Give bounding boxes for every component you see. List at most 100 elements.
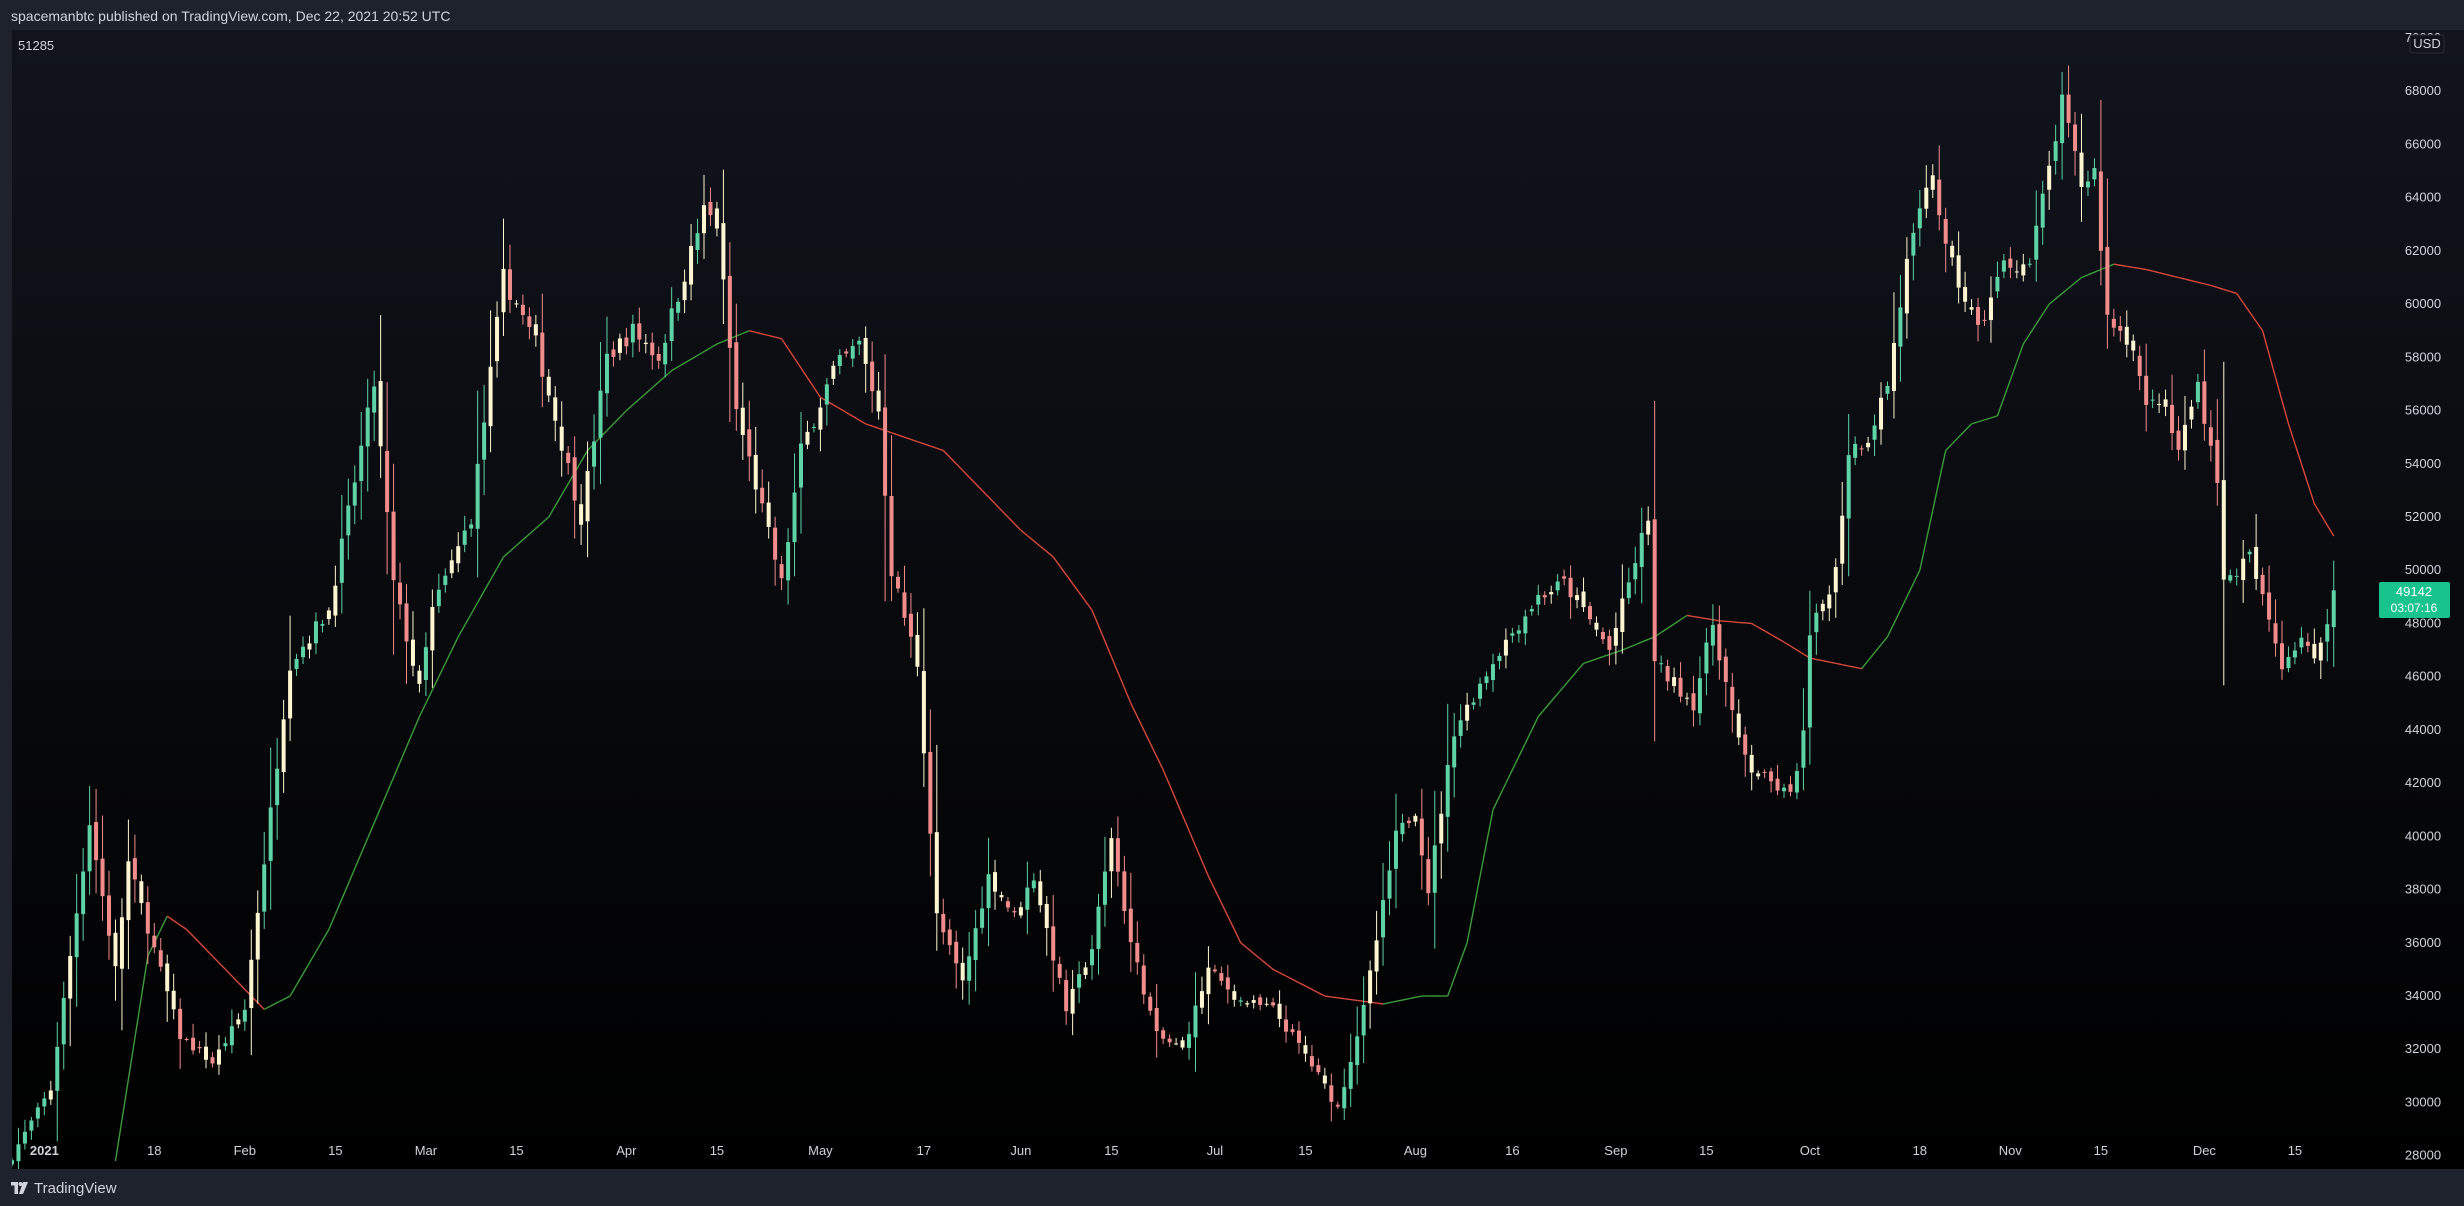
ma-segment	[1938, 450, 1947, 481]
ma-segment	[930, 445, 938, 449]
candle-body	[1296, 1030, 1301, 1043]
ma-segment	[1990, 415, 1998, 419]
ma-segment	[1143, 729, 1151, 744]
candle-body	[1710, 625, 1715, 646]
tradingview-brand[interactable]: TradingView	[11, 1177, 117, 1199]
candle-body	[1245, 1003, 1250, 1005]
candle-body	[1322, 1075, 1327, 1084]
ma-segment	[1589, 658, 1597, 662]
time-axis[interactable]: 2021 18 Feb 15 Mar 15 Apr 15 May 17 Jun 15 Jul 15 Aug 1…	[30, 1143, 2302, 1158]
ma-segment	[1660, 627, 1668, 634]
candle-body	[1148, 996, 1153, 1011]
candle-body	[889, 495, 894, 577]
candle-body	[546, 376, 551, 396]
ma-segment	[515, 539, 524, 547]
ma-segment	[1136, 716, 1145, 731]
candle-body	[126, 861, 131, 921]
ma-segment	[917, 440, 925, 445]
candle-body	[1225, 977, 1230, 990]
candle-body	[2202, 381, 2207, 424]
ma-segment	[1181, 815, 1190, 831]
candle-body	[1096, 906, 1101, 949]
candle-body	[2066, 94, 2071, 123]
candle-body	[2254, 546, 2259, 579]
candle-body	[540, 332, 545, 377]
ma-segment	[315, 940, 324, 953]
candle-body	[566, 452, 571, 463]
ma-segment	[2146, 268, 2153, 272]
candle-body	[1161, 1030, 1166, 1039]
ma-segment	[1298, 982, 1306, 987]
candle-body	[734, 342, 739, 410]
ma-segment	[962, 469, 970, 478]
ma-segment	[936, 447, 944, 452]
ma-segment	[1596, 656, 1604, 660]
candle-body	[863, 337, 868, 365]
candle-body	[999, 895, 1004, 898]
ma-segment	[832, 404, 841, 410]
ma-segment	[218, 962, 226, 970]
candle-body	[1342, 1087, 1347, 1109]
ma-segment	[477, 590, 485, 603]
ma-segment	[891, 432, 899, 436]
price-chart[interactable]: 28000 30000 32000 34000 36000 38000 40000 42000…	[12, 30, 2464, 1169]
ma-segment	[839, 408, 847, 414]
indicator-value-label: 51285	[18, 38, 54, 53]
price-tick-label: 58000	[2405, 349, 2441, 364]
candle-body	[1969, 307, 1974, 310]
candle-body	[2098, 171, 2103, 251]
ma-segment	[192, 935, 201, 944]
ma-segment	[1641, 638, 1649, 643]
candle-body	[210, 1057, 215, 1064]
candle-body	[1652, 519, 1657, 662]
candle-body	[391, 511, 396, 581]
candle-body	[637, 323, 642, 340]
candle-body	[2118, 326, 2123, 331]
candle-body	[1018, 907, 1023, 916]
price-axis[interactable]: 28000 30000 32000 34000 36000 38000 40000 42000…	[2405, 30, 2441, 1163]
candle-body	[1594, 622, 1599, 630]
candle-body	[766, 502, 771, 527]
candle-body	[2008, 258, 2013, 268]
candle-body	[1510, 633, 1515, 636]
candle-body	[1600, 632, 1605, 640]
ma-segment	[483, 579, 492, 592]
candle-body	[857, 340, 862, 345]
candle-body	[831, 365, 836, 379]
chart-area[interactable]: 28000 30000 32000 34000 36000 38000 40000 42000…	[12, 30, 2464, 1169]
ma-segment	[464, 613, 472, 626]
candle-body	[579, 504, 584, 525]
candle-body	[378, 381, 383, 447]
time-tick-label: Oct	[1800, 1143, 1821, 1158]
ma-segment	[1583, 660, 1591, 665]
candle-body	[1387, 870, 1392, 899]
candle-body	[22, 1131, 27, 1144]
candle-body	[2331, 590, 2336, 628]
ma-segment	[541, 516, 550, 524]
ma-segment	[1550, 693, 1559, 702]
currency-badge[interactable]: USD	[2409, 34, 2445, 54]
ma-segment	[1266, 963, 1274, 970]
candle-body	[1976, 307, 1981, 325]
candle-body	[1665, 666, 1670, 682]
candle-body	[514, 303, 519, 305]
ma-segment	[710, 343, 718, 349]
candle-body	[255, 912, 260, 960]
candle-body	[1206, 967, 1211, 995]
ma-segment	[2133, 266, 2140, 270]
candle-body	[1613, 627, 1618, 646]
ma-segment	[1842, 664, 1849, 667]
candle-body	[1562, 576, 1567, 579]
ma-segment	[1453, 960, 1462, 979]
candle-body	[1348, 1062, 1353, 1089]
candle-body	[779, 564, 784, 579]
ma-segment	[1563, 678, 1572, 687]
time-tick-label: 15	[710, 1143, 724, 1158]
ma-segment	[858, 419, 867, 425]
candle-body	[1439, 813, 1444, 844]
candle-body	[2040, 193, 2045, 228]
time-tick-label: Sep	[1604, 1143, 1627, 1158]
candle-body	[837, 355, 842, 366]
candle-body	[915, 634, 920, 667]
ma-segment	[2236, 293, 2244, 304]
